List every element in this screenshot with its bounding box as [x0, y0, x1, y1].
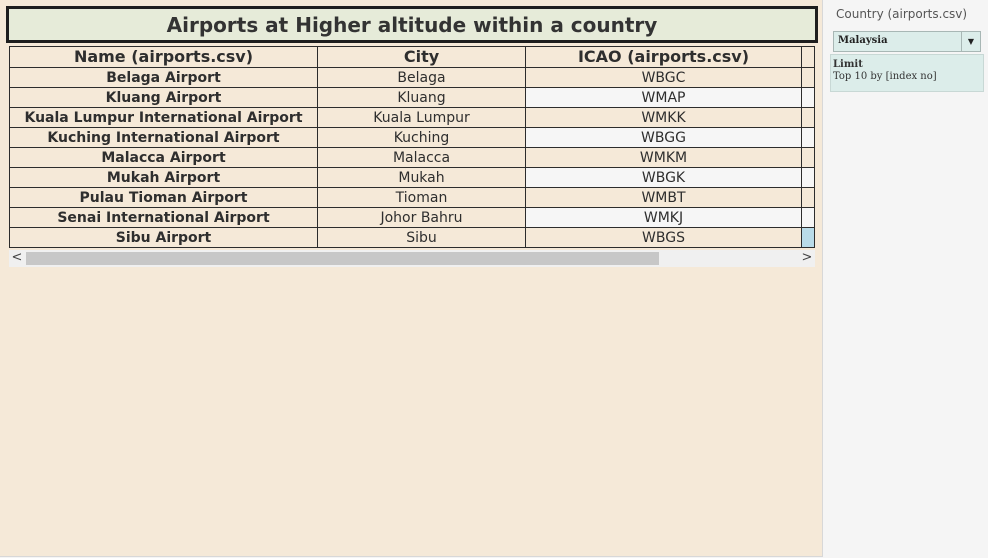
dashboard-title-text: Airports at Higher altitude within a cou… — [166, 12, 658, 37]
icao-cell[interactable]: WBGG — [525, 127, 802, 148]
name-cell[interactable]: Kluang Airport — [9, 87, 318, 108]
city-cell[interactable]: Johor Bahru — [317, 207, 526, 228]
city-cell[interactable]: Sibu — [317, 227, 526, 248]
name-cell[interactable]: Malacca Airport — [9, 147, 318, 168]
extra-cell[interactable] — [801, 167, 815, 188]
name-cell[interactable]: Kuala Lumpur International Airport — [9, 107, 318, 128]
extra-cell[interactable] — [801, 67, 815, 88]
filter-panel: Country (airports.csv) Malaysia ▼ Limit … — [830, 2, 984, 92]
icao-cell[interactable]: WBGC — [525, 67, 802, 88]
icao-cell[interactable]: WMKJ — [525, 207, 802, 228]
dashboard-canvas: Airports at Higher altitude within a cou… — [0, 0, 823, 557]
limit-title: Limit — [833, 59, 863, 70]
country-filter-value: Malaysia — [838, 35, 888, 46]
extra-cell[interactable] — [801, 147, 815, 168]
extra-cell[interactable] — [801, 107, 815, 128]
extra-cell[interactable] — [801, 127, 815, 148]
airports-table: Name (airports.csv) City ICAO (airports.… — [9, 46, 815, 248]
name-cell[interactable]: Belaga Airport — [9, 67, 318, 88]
icao-cell[interactable]: WBGS — [525, 227, 802, 248]
name-cell[interactable]: Mukah Airport — [9, 167, 318, 188]
extra-cell[interactable] — [801, 187, 815, 208]
column-header-extra — [801, 46, 815, 68]
table-row[interactable]: Mukah Airport Mukah WBGK — [9, 167, 815, 188]
table-row[interactable]: Senai International Airport Johor Bahru WM… — [9, 207, 815, 228]
dashboard-title: Airports at Higher altitude within a cou… — [6, 6, 818, 43]
name-cell[interactable]: Kuching International Airport — [9, 127, 318, 148]
column-header-name[interactable]: Name (airports.csv) — [9, 46, 318, 68]
scrollbar-thumb[interactable] — [26, 252, 659, 265]
city-cell[interactable]: Mukah — [317, 167, 526, 188]
extra-cell[interactable] — [801, 87, 815, 108]
column-header-icao[interactable]: ICAO (airports.csv) — [525, 46, 802, 68]
table-row[interactable]: Kuala Lumpur International Airport Kuala … — [9, 107, 815, 128]
icao-cell[interactable]: WMAP — [525, 87, 802, 108]
table-header-row: Name (airports.csv) City ICAO (airports.… — [9, 46, 815, 68]
city-cell[interactable]: Kuching — [317, 127, 526, 148]
name-cell[interactable]: Pulau Tioman Airport — [9, 187, 318, 208]
column-header-city[interactable]: City — [317, 46, 526, 68]
scroll-right-icon[interactable]: > — [801, 250, 813, 265]
name-cell[interactable]: Senai International Airport — [9, 207, 318, 228]
city-cell[interactable]: Tioman — [317, 187, 526, 208]
city-cell[interactable]: Malacca — [317, 147, 526, 168]
table-row[interactable]: Kuching International Airport Kuching WBGG — [9, 127, 815, 148]
filter-title: Country (airports.csv) — [836, 7, 968, 21]
limit-description: Top 10 by [index no] — [833, 71, 937, 82]
table-row[interactable]: Kluang Airport Kluang WMAP — [9, 87, 815, 108]
horizontal-scrollbar[interactable]: < > — [9, 250, 815, 267]
city-cell[interactable]: Kluang — [317, 87, 526, 108]
country-filter-dropdown[interactable]: Malaysia ▼ — [833, 31, 981, 52]
city-cell[interactable]: Belaga — [317, 67, 526, 88]
table-row[interactable]: Belaga Airport Belaga WBGC — [9, 67, 815, 88]
icao-cell[interactable]: WMKK — [525, 107, 802, 128]
icao-cell[interactable]: WBGK — [525, 167, 802, 188]
extra-cell[interactable] — [801, 207, 815, 228]
icao-cell[interactable]: WMBT — [525, 187, 802, 208]
icao-cell[interactable]: WMKM — [525, 147, 802, 168]
city-cell[interactable]: Kuala Lumpur — [317, 107, 526, 128]
scroll-left-icon[interactable]: < — [11, 250, 23, 265]
table-row[interactable]: Malacca Airport Malacca WMKM — [9, 147, 815, 168]
extra-cell[interactable] — [801, 227, 815, 248]
chevron-down-icon[interactable]: ▼ — [961, 32, 980, 51]
table-row[interactable]: Pulau Tioman Airport Tioman WMBT — [9, 187, 815, 208]
name-cell[interactable]: Sibu Airport — [9, 227, 318, 248]
limit-info: Limit Top 10 by [index no] — [830, 54, 984, 92]
table-row[interactable]: Sibu Airport Sibu WBGS — [9, 227, 815, 248]
